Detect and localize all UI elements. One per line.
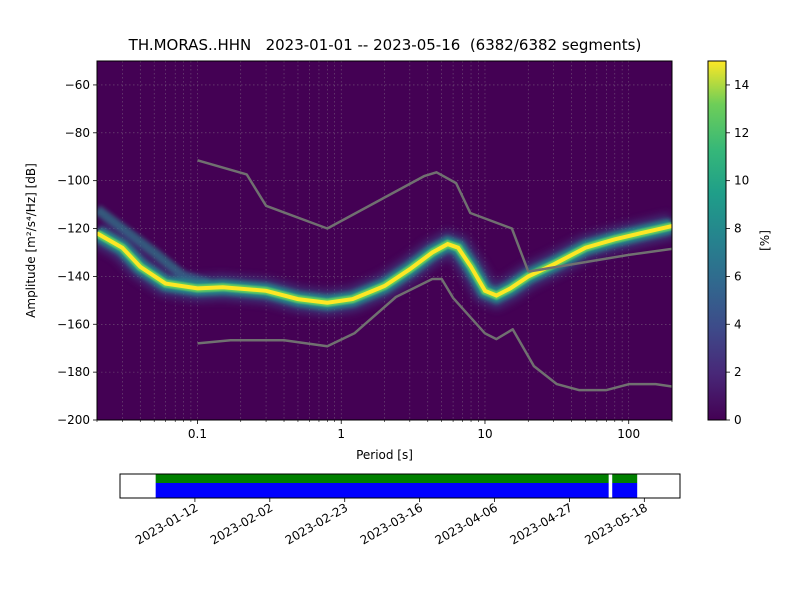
- y-axis-label: Amplitude [m²/s⁴/Hz] [dB]: [24, 163, 38, 318]
- psd-heatmap: [97, 61, 672, 420]
- x-tick-label: 100: [617, 427, 640, 441]
- timeline-tick-label: 2023-03-16: [358, 500, 425, 547]
- colorbar-gradient: [707, 60, 727, 421]
- low-noise-model: [197, 277, 672, 392]
- timeline-tick-label: 2023-02-02: [208, 500, 275, 547]
- noise-models: [197, 159, 672, 392]
- density-band: [97, 205, 672, 316]
- timeline-tick-label: 2023-02-23: [283, 500, 350, 547]
- colorbar-label: [%]: [758, 230, 772, 251]
- y-tick-label: −60: [65, 78, 90, 92]
- high-noise-model: [197, 159, 530, 273]
- coverage-bar: [155, 474, 609, 483]
- y-tick-label: −140: [57, 269, 90, 283]
- x-tick-label: 10: [477, 427, 492, 441]
- colorbar-tick-label: 12: [734, 126, 749, 140]
- coverage-timeline: 2023-01-12 2023-02-02 2023-02-23 2023-03-16…: [119, 473, 681, 547]
- timeline-tick-label: 2023-04-06: [433, 500, 500, 547]
- timeline-tick-label: 2023-04-27: [508, 500, 575, 547]
- colorbar-tick-label: 0: [734, 413, 742, 427]
- colorbar-tick-label: 8: [734, 222, 742, 236]
- colorbar-tick-label: 6: [734, 269, 742, 283]
- y-tick-label: −80: [65, 126, 90, 140]
- x-tick-label: 0.1: [188, 427, 207, 441]
- density-mode: [97, 224, 672, 305]
- coverage-bar: [612, 483, 638, 498]
- x-tick-label: 1: [337, 427, 345, 441]
- coverage-bar: [155, 483, 609, 498]
- y-tick-label: −160: [57, 317, 90, 331]
- colorbar-tick-label: 4: [734, 317, 742, 331]
- y-tick-label: −200: [57, 413, 90, 427]
- timeline-border: [119, 473, 681, 499]
- main-axes: 0.1 1 10 100 −60 −80 −100 −120 −140 −160 −180 −200 P…: [24, 60, 673, 462]
- y-tick-label: −100: [57, 174, 90, 188]
- y-tick-label: −120: [57, 222, 90, 236]
- y-tick-label: −180: [57, 365, 90, 379]
- coverage-bar: [612, 474, 638, 483]
- timeline-tick-label: 2023-01-12: [133, 500, 200, 547]
- colorbar-tick-label: 2: [734, 365, 742, 379]
- timeline-tick-label: 2023-05-18: [582, 500, 649, 547]
- page-title: TH.MORAS..HHN 2023-01-01 -- 2023-05-16 (…: [128, 36, 642, 54]
- colorbar: 0 2 4 6 8 10 12 14 [%]: [707, 60, 772, 427]
- colorbar-tick-label: 14: [734, 78, 749, 92]
- plot-clip-group: [97, 61, 672, 420]
- high-noise-model-tail: [528, 247, 672, 273]
- colorbar-tick-label: 10: [734, 174, 749, 188]
- x-axis-label: Period [s]: [356, 448, 413, 462]
